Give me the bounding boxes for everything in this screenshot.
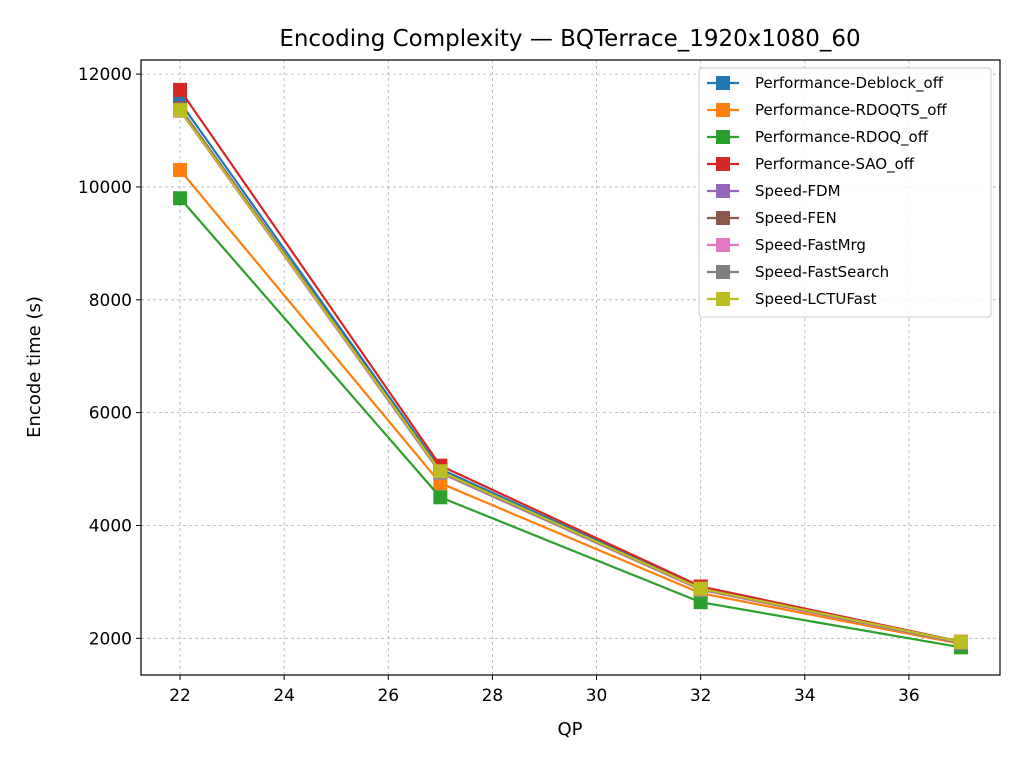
legend-label: Speed-FastSearch bbox=[755, 263, 889, 281]
y-tick-label: 6000 bbox=[89, 404, 132, 424]
series-line bbox=[179, 169, 962, 646]
legend-label: Performance-RDOQ_off bbox=[755, 128, 929, 147]
legend-item: Speed-LCTUFast bbox=[707, 290, 877, 308]
data-point bbox=[433, 464, 448, 479]
legend-label: Performance-SAO_off bbox=[755, 155, 915, 174]
data-point bbox=[693, 581, 708, 596]
data-point bbox=[953, 634, 968, 649]
data-point bbox=[693, 595, 708, 610]
y-axis-ticks: 2000 4000 6000 8000 10000 12000 bbox=[78, 65, 141, 649]
y-tick-label: 10000 bbox=[78, 178, 132, 198]
legend-swatch-marker bbox=[716, 157, 730, 171]
legend-item: Performance-RDOQTS_off bbox=[707, 101, 947, 120]
legend-label: Performance-Deblock_off bbox=[755, 74, 944, 93]
legend-swatch-marker bbox=[716, 76, 730, 90]
x-tick-label: 32 bbox=[690, 686, 712, 706]
chart-title: Encoding Complexity — BQTerrace_1920x108… bbox=[279, 26, 860, 52]
series-8 bbox=[173, 103, 968, 649]
series-line bbox=[179, 89, 962, 643]
x-axis-label: QP bbox=[557, 719, 582, 740]
x-tick-label: 30 bbox=[586, 686, 608, 706]
series-line bbox=[179, 109, 962, 644]
legend-swatch-marker bbox=[716, 238, 730, 252]
legend: Performance-Deblock_off Performance-RDOQT… bbox=[698, 67, 992, 318]
x-tick-label: 26 bbox=[377, 686, 399, 706]
legend-item: Performance-Deblock_off bbox=[707, 74, 944, 93]
legend-label: Speed-LCTUFast bbox=[755, 290, 877, 308]
y-tick-label: 12000 bbox=[78, 65, 132, 85]
x-tick-label: 36 bbox=[898, 686, 920, 706]
legend-item: Speed-FDM bbox=[707, 182, 841, 200]
data-point bbox=[173, 191, 188, 206]
legend-label: Speed-FDM bbox=[755, 182, 841, 200]
legend-swatch-marker bbox=[716, 265, 730, 279]
legend-swatch-marker bbox=[716, 103, 730, 117]
data-point bbox=[173, 82, 188, 97]
x-axis-ticks: 22 24 26 28 30 32 34 36 bbox=[169, 675, 920, 706]
y-tick-label: 4000 bbox=[89, 516, 132, 536]
x-tick-label: 28 bbox=[482, 686, 504, 706]
y-tick-label: 8000 bbox=[89, 291, 132, 311]
legend-label: Speed-FastMrg bbox=[755, 236, 866, 254]
legend-item: Performance-SAO_off bbox=[707, 155, 915, 174]
legend-swatch-marker bbox=[716, 184, 730, 198]
x-tick-label: 22 bbox=[169, 686, 191, 706]
x-tick-label: 34 bbox=[794, 686, 816, 706]
series-2 bbox=[173, 191, 968, 655]
legend-swatch-marker bbox=[716, 211, 730, 225]
data-point bbox=[433, 490, 448, 505]
legend-item: Speed-FastMrg bbox=[707, 236, 866, 254]
series-line bbox=[179, 197, 962, 649]
legend-item: Performance-RDOQ_off bbox=[707, 128, 929, 147]
legend-label: Speed-FEN bbox=[755, 209, 837, 227]
x-tick-label: 24 bbox=[273, 686, 295, 706]
plot-frame bbox=[140, 59, 1001, 676]
data-point bbox=[173, 163, 188, 178]
data-point bbox=[173, 103, 188, 118]
series-group bbox=[173, 82, 968, 655]
y-axis-label: Encode time (s) bbox=[24, 296, 45, 438]
legend-swatch-marker bbox=[716, 130, 730, 144]
legend-box bbox=[698, 67, 992, 318]
legend-swatch-marker bbox=[716, 292, 730, 306]
legend-item: Speed-FastSearch bbox=[707, 263, 889, 281]
y-tick-label: 2000 bbox=[89, 629, 132, 649]
legend-item: Speed-FEN bbox=[707, 209, 837, 227]
legend-label: Performance-RDOQTS_off bbox=[755, 101, 947, 120]
